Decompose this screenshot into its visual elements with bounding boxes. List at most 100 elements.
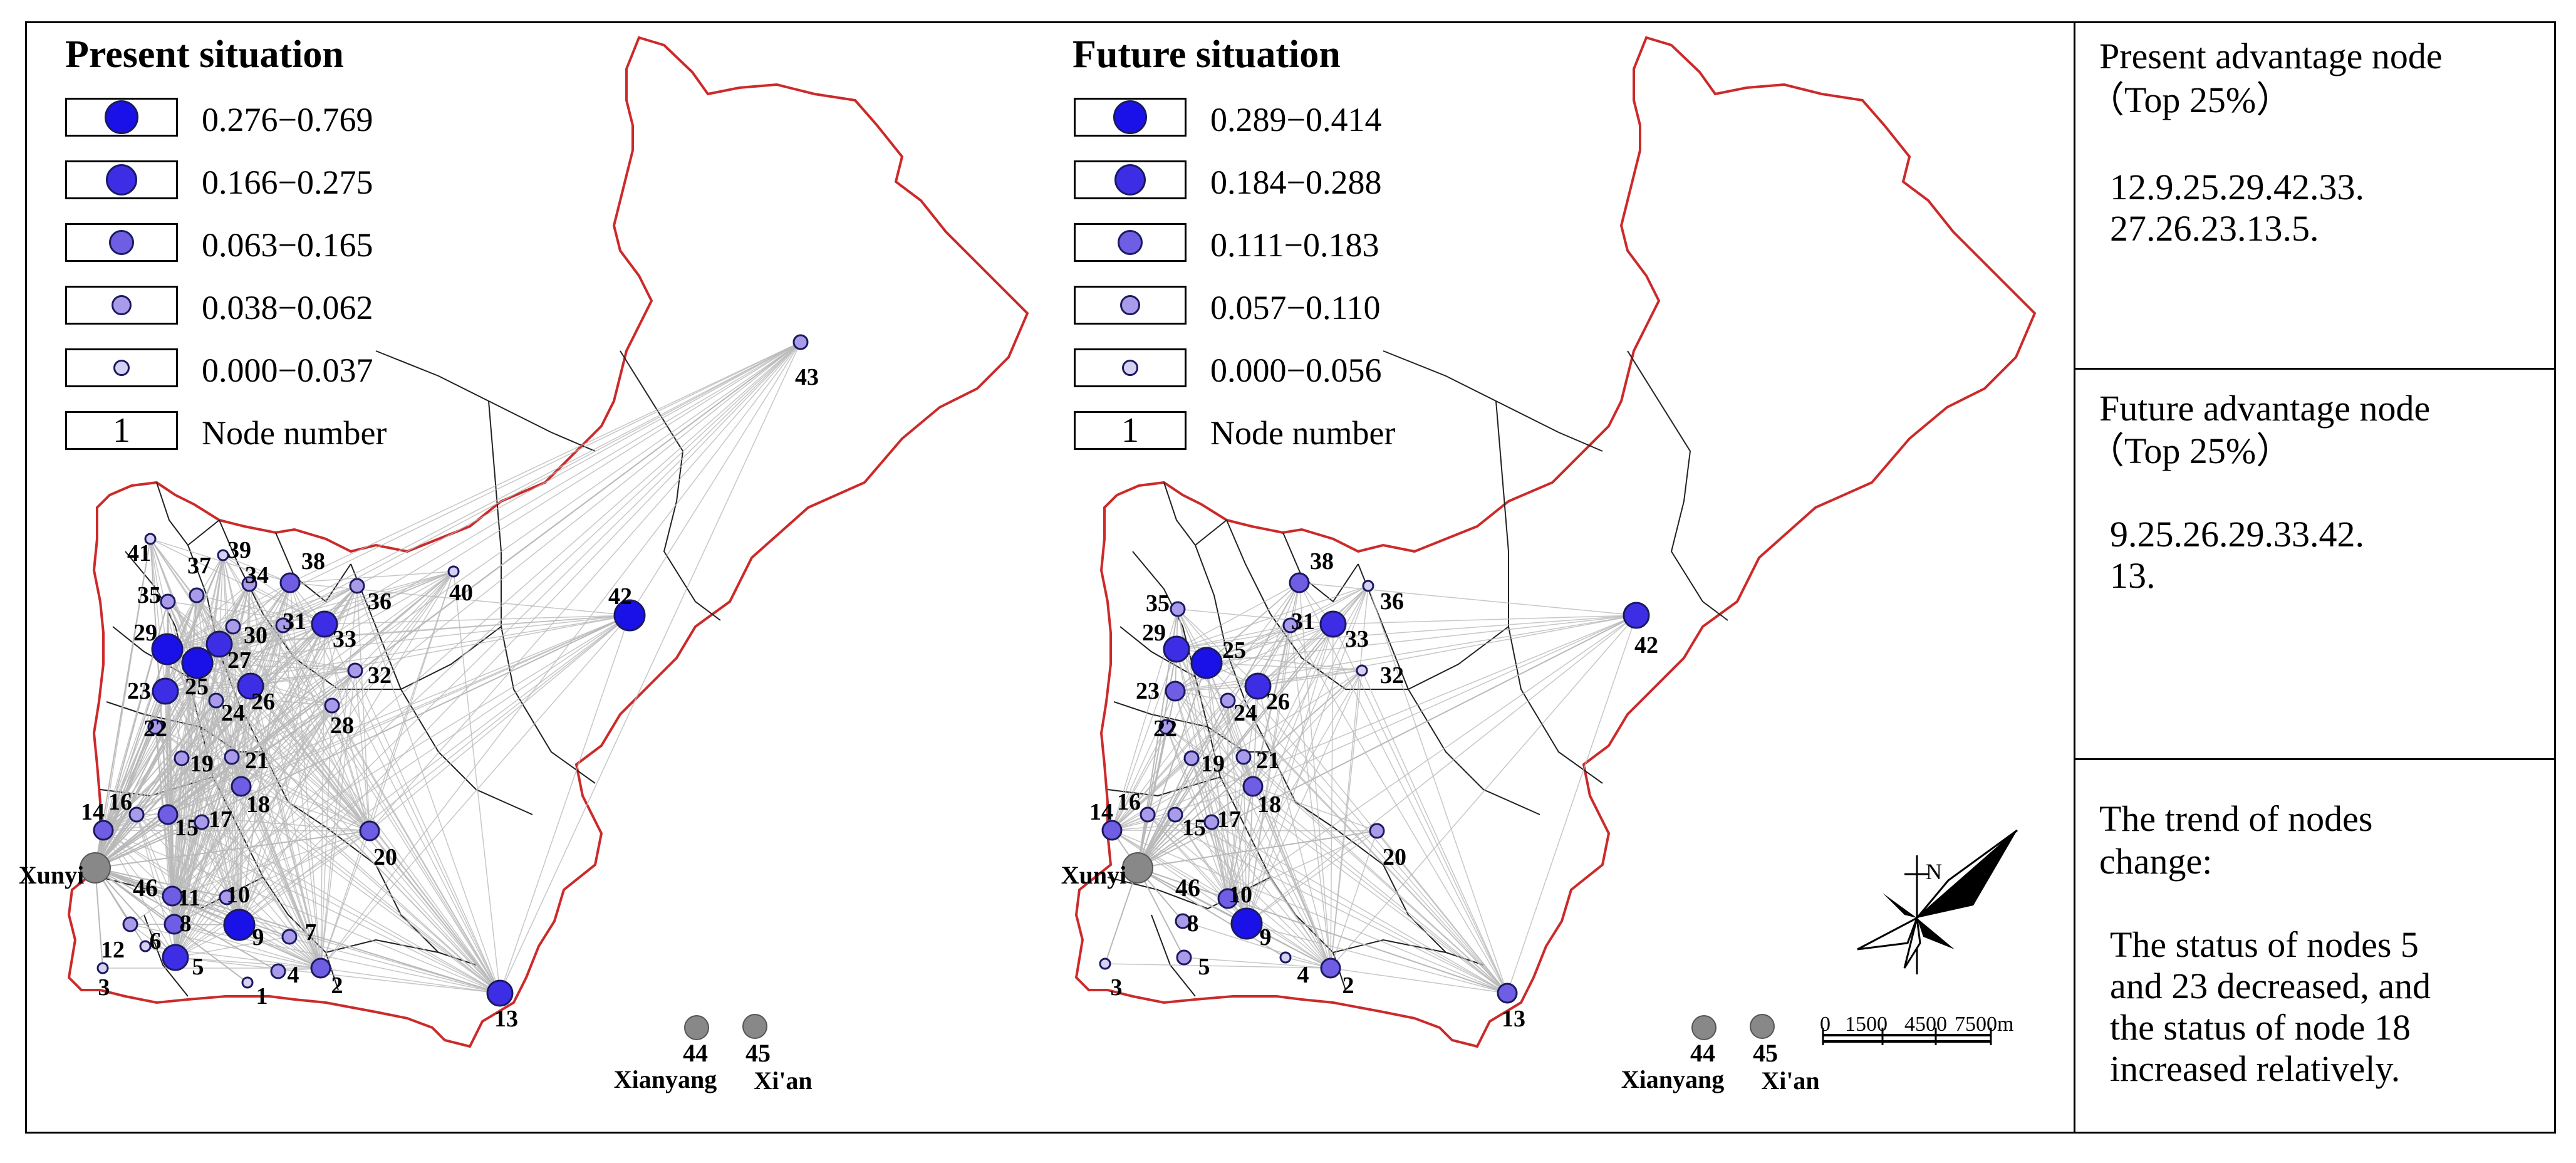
network-link xyxy=(172,583,250,897)
network-link xyxy=(1299,582,1637,616)
network-link xyxy=(241,625,284,787)
node-35-marker xyxy=(1170,601,1186,617)
network-link xyxy=(1111,830,1508,994)
node-39-marker xyxy=(217,549,229,561)
legend-dot xyxy=(105,100,138,134)
legend-range-label: 0.289−0.414 xyxy=(1210,101,1382,138)
node-16-marker xyxy=(1140,806,1156,823)
network-link xyxy=(167,585,358,650)
node-19-marker xyxy=(1183,750,1200,766)
network-link xyxy=(1330,623,1334,969)
node-12-marker xyxy=(122,916,138,932)
node-8-label: 8 xyxy=(1187,910,1199,937)
network-link xyxy=(222,555,370,832)
network-link xyxy=(1206,615,1637,664)
panel-trend-text: and 23 decreased, and xyxy=(2110,966,2431,1006)
node-31-marker xyxy=(1282,617,1299,634)
node-4-label: 4 xyxy=(1297,962,1309,988)
network-link xyxy=(241,623,325,787)
legend-node-number-box: 1 xyxy=(1074,411,1187,450)
node-46-label: 46 xyxy=(133,874,158,902)
node-29-marker xyxy=(1163,635,1190,663)
node-26-label: 26 xyxy=(251,689,275,715)
legend-symbol-box xyxy=(1074,348,1187,387)
network-link xyxy=(175,786,242,958)
node-2-marker xyxy=(1320,957,1341,979)
network-link xyxy=(1137,686,1259,868)
node-18-label: 18 xyxy=(1257,791,1281,818)
node-14-label: 14 xyxy=(81,799,105,825)
node-38-marker xyxy=(1289,572,1310,593)
network-link xyxy=(197,662,370,832)
network-link xyxy=(1175,814,1228,899)
node-36-label: 36 xyxy=(368,588,392,615)
network-link xyxy=(95,867,176,958)
network-link xyxy=(103,342,801,831)
node-24-marker xyxy=(208,692,224,709)
network-link xyxy=(1246,585,1369,924)
compass-rose: N xyxy=(1857,829,2018,974)
present-advantage-panel: Present advantage node （Top 25%） 12.9.25… xyxy=(2074,21,2556,370)
network-link xyxy=(1252,615,1637,787)
network-link xyxy=(1137,867,1247,924)
network-link xyxy=(283,625,501,994)
legend-dot xyxy=(1122,360,1138,376)
network-link xyxy=(167,700,217,815)
node-32-marker xyxy=(347,662,363,679)
node-9-marker xyxy=(1230,907,1263,940)
node-43-label: 43 xyxy=(795,364,819,390)
network-link xyxy=(324,342,801,625)
network-link xyxy=(175,615,630,958)
network-link xyxy=(1257,585,1369,687)
node-32-label: 32 xyxy=(1380,662,1404,689)
network-link xyxy=(167,342,801,650)
network-link xyxy=(1211,821,1508,994)
network-link xyxy=(95,571,454,868)
network-link xyxy=(1111,786,1254,831)
network-link xyxy=(250,342,801,687)
node-40-marker xyxy=(447,565,460,578)
district-boundary xyxy=(1627,350,1728,621)
network-link xyxy=(1137,867,1286,958)
node-10-marker xyxy=(1217,888,1239,909)
network-link xyxy=(1330,615,1637,969)
district-boundary xyxy=(1332,939,1446,953)
network-link xyxy=(1227,686,1259,899)
legend-range-label: 0.166−0.275 xyxy=(202,164,373,201)
node-9-marker xyxy=(223,909,256,941)
network-link xyxy=(1257,615,1637,687)
node-34-marker xyxy=(241,576,257,592)
network-link xyxy=(1175,691,1508,994)
network-link xyxy=(1175,686,1259,692)
node-21-label: 21 xyxy=(1256,748,1280,774)
network-link xyxy=(1111,649,1177,831)
network-link xyxy=(1182,920,1331,969)
district-boundary xyxy=(143,914,189,997)
network-link xyxy=(222,555,242,787)
network-link xyxy=(95,821,202,868)
compass-north-label: N xyxy=(1926,859,1942,884)
node-8-marker xyxy=(1175,913,1191,929)
legend-range-label: 0.057−0.110 xyxy=(1210,289,1381,326)
legend-range-label: 0.111−0.183 xyxy=(1210,226,1379,264)
legend-node-number-label: Node number xyxy=(202,414,387,452)
node-41-label: 41 xyxy=(127,540,151,566)
node-22-label: 22 xyxy=(1153,716,1177,742)
present-situation-map: 1 23 456 7891011121314151617181920212223242… xyxy=(19,36,1029,1095)
node-40-label: 40 xyxy=(449,580,473,606)
network-link xyxy=(95,867,501,994)
network-link xyxy=(369,571,454,832)
node-31-marker xyxy=(275,617,291,634)
network-link xyxy=(1166,726,1254,787)
network-link xyxy=(1227,615,1637,899)
network-link xyxy=(232,626,501,994)
node-3-label: 3 xyxy=(98,974,110,1001)
network-link xyxy=(174,924,321,969)
node-8-label: 8 xyxy=(180,910,192,937)
node-5-marker xyxy=(1176,949,1192,966)
network-link xyxy=(1257,623,1334,687)
node-43-marker xyxy=(792,334,809,350)
network-link xyxy=(201,821,501,994)
